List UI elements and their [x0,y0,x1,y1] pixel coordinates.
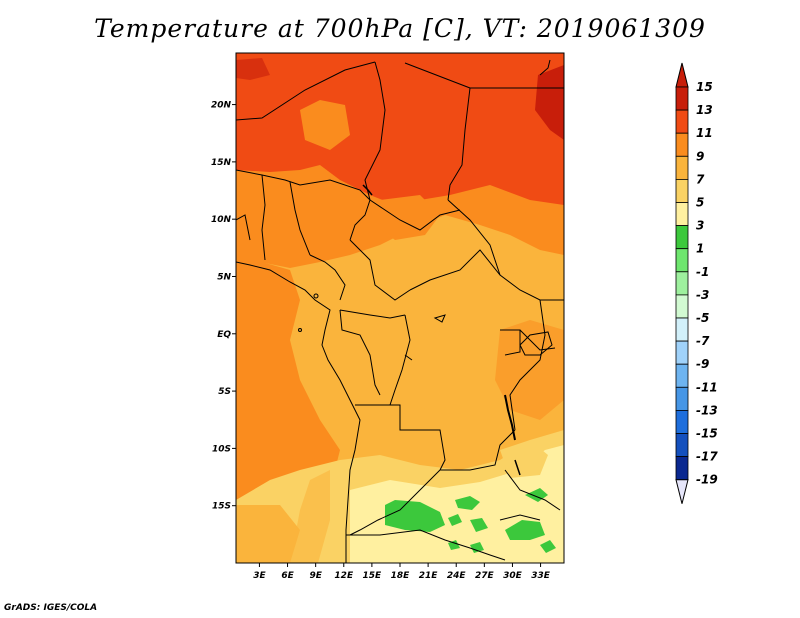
colorbar-swatch [675,86,689,111]
colorbar-swatch [675,433,689,458]
colorbar-swatch [675,202,689,227]
latitude-axis: 20N 15N 10N 5N EQ 5S 10S 15S [211,101,236,512]
lon-tick-label: 3E [253,571,266,581]
lat-tick-label: 5S [218,387,231,397]
colorbar-level-label: -13 [696,403,718,417]
lat-tick-label: 10N [211,215,232,225]
country-borders [236,59,564,563]
lon-tick-label: 30E [503,571,523,581]
lon-tick-label: 27E [475,571,495,581]
colorbar-swatch [675,294,689,319]
colorbar-swatch [675,317,689,342]
colorbar-swatch [675,456,689,481]
colorbar-swatch [675,340,689,365]
temperature-field [236,53,564,563]
grads-credit: GrADS: IGES/COLA [4,603,98,613]
lat-tick-label: EQ [217,330,231,340]
colorbar-swatch [675,248,689,273]
colorbar-swatch [675,109,689,134]
colorbar-level-label: -11 [696,380,718,394]
colorbar-level-label: -17 [696,450,718,464]
colorbar-level-label: 9 [696,149,704,163]
longitude-axis: 3E 6E 9E 12E 15E 18E 21E 24E 27E 30E 33E [253,563,551,581]
colorbar-swatch [675,155,689,180]
colorbar-under-triangle [675,479,689,504]
colorbar-swatch [675,225,689,250]
colorbar-level-label: -19 [696,473,718,487]
lat-tick-label: 15S [212,502,231,512]
colorbar-level-label: -15 [696,427,718,441]
colorbar-level-label: 7 [696,172,705,186]
map-title: Temperature at 700hPa [C], VT: 201906130… [94,14,706,43]
colorbar-swatch [675,132,689,157]
colorbar-level-label: 13 [696,103,713,117]
colorbar-level-label: -1 [696,265,709,279]
lon-tick-label: 33E [531,571,551,581]
lon-tick-label: 21E [419,571,439,581]
lon-tick-label: 9E [309,571,322,581]
colorbar-level-label: -9 [696,357,709,371]
colorbar-swatch [675,363,689,388]
colorbar-level-label: 5 [696,196,704,210]
lon-tick-label: 24E [447,571,467,581]
lat-tick-label: 10S [212,444,231,454]
colorbar-level-label: -7 [696,334,710,348]
colorbar-level-label: 1 [696,242,704,256]
colorbar-level-label: 15 [696,80,713,94]
colorbar-over-triangle [675,62,689,88]
lon-tick-label: 6E [281,571,294,581]
lat-tick-label: 5N [217,272,231,282]
lon-tick-label: 15E [363,571,383,581]
colorbar-level-label: 3 [696,219,704,233]
colorbar-swatch [675,409,689,434]
lat-tick-label: 20N [211,101,232,111]
lon-tick-label: 12E [334,571,354,581]
colorbar: 15 13 11 9 7 5 3 1 -1 -3 -5 -7 -9 -11 -13 -15 -17 -19 [675,62,718,504]
colorbar-swatch [675,178,689,203]
colorbar-level-label: 11 [696,126,713,140]
lon-tick-label: 18E [391,571,411,581]
colorbar-level-label: -3 [696,288,709,302]
colorbar-swatch [675,271,689,296]
colorbar-swatch [675,386,689,411]
lat-tick-label: 15N [211,158,232,168]
colorbar-level-label: -5 [696,311,709,325]
